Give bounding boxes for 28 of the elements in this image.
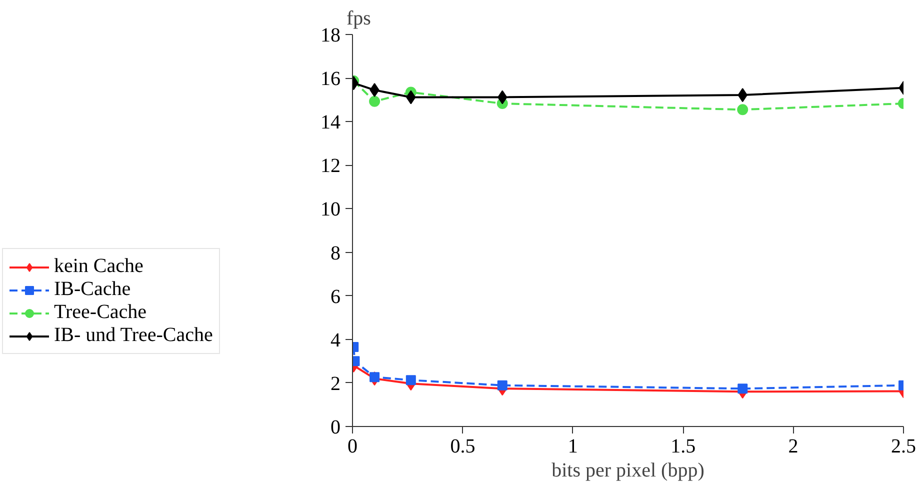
- y-tick-label: 4: [330, 329, 340, 352]
- point: [370, 372, 380, 382]
- point: [497, 380, 508, 390]
- y-tick-label: 14: [320, 112, 340, 134]
- point: [737, 104, 748, 116]
- y-tick-label: 12: [320, 155, 340, 178]
- point: [406, 375, 416, 386]
- y-tick-label: 0: [330, 416, 340, 438]
- x-tick-label: 0.5: [450, 436, 476, 458]
- legend-label: Tree-Cache: [54, 301, 147, 324]
- x-tick-label: 2: [788, 436, 798, 458]
- y-tick-label: 16: [320, 68, 340, 90]
- y-tick-label: 2: [330, 372, 340, 395]
- y-tick-label: 8: [330, 242, 340, 264]
- x-tick-label: 1: [568, 436, 578, 458]
- x-tick-label: 0: [348, 436, 358, 458]
- x-tick-label: 1.5: [670, 436, 696, 458]
- y-tick-label: 18: [320, 24, 340, 46]
- y-axis-title: fps: [346, 8, 372, 30]
- point: [738, 384, 748, 394]
- legend-label: kein Cache: [54, 255, 144, 278]
- legend-label: IB- und Tree-Cache: [54, 324, 213, 347]
- point: [369, 96, 380, 107]
- x-tick-label: 2.5: [891, 436, 916, 458]
- y-tick-label: 10: [320, 198, 340, 221]
- x-axis-title: bits per pixel (bpp): [552, 460, 704, 482]
- legend-label: IB-Cache: [54, 278, 131, 301]
- y-tick-label: 6: [330, 286, 340, 308]
